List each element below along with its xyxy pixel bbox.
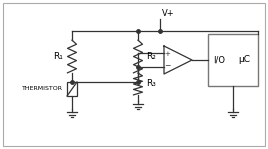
Text: R₃: R₃ [146,80,156,89]
Text: +: + [165,51,170,57]
Text: V+: V+ [162,9,175,18]
Text: R₂: R₂ [146,52,156,61]
Text: μC: μC [238,55,250,65]
Bar [67,82,77,96]
Text: −: − [164,61,171,70]
Text: THERMISTOR: THERMISTOR [22,87,63,91]
Text: R₁: R₁ [53,52,63,61]
Text: I/O: I/O [213,55,225,65]
Bar [208,34,258,86]
